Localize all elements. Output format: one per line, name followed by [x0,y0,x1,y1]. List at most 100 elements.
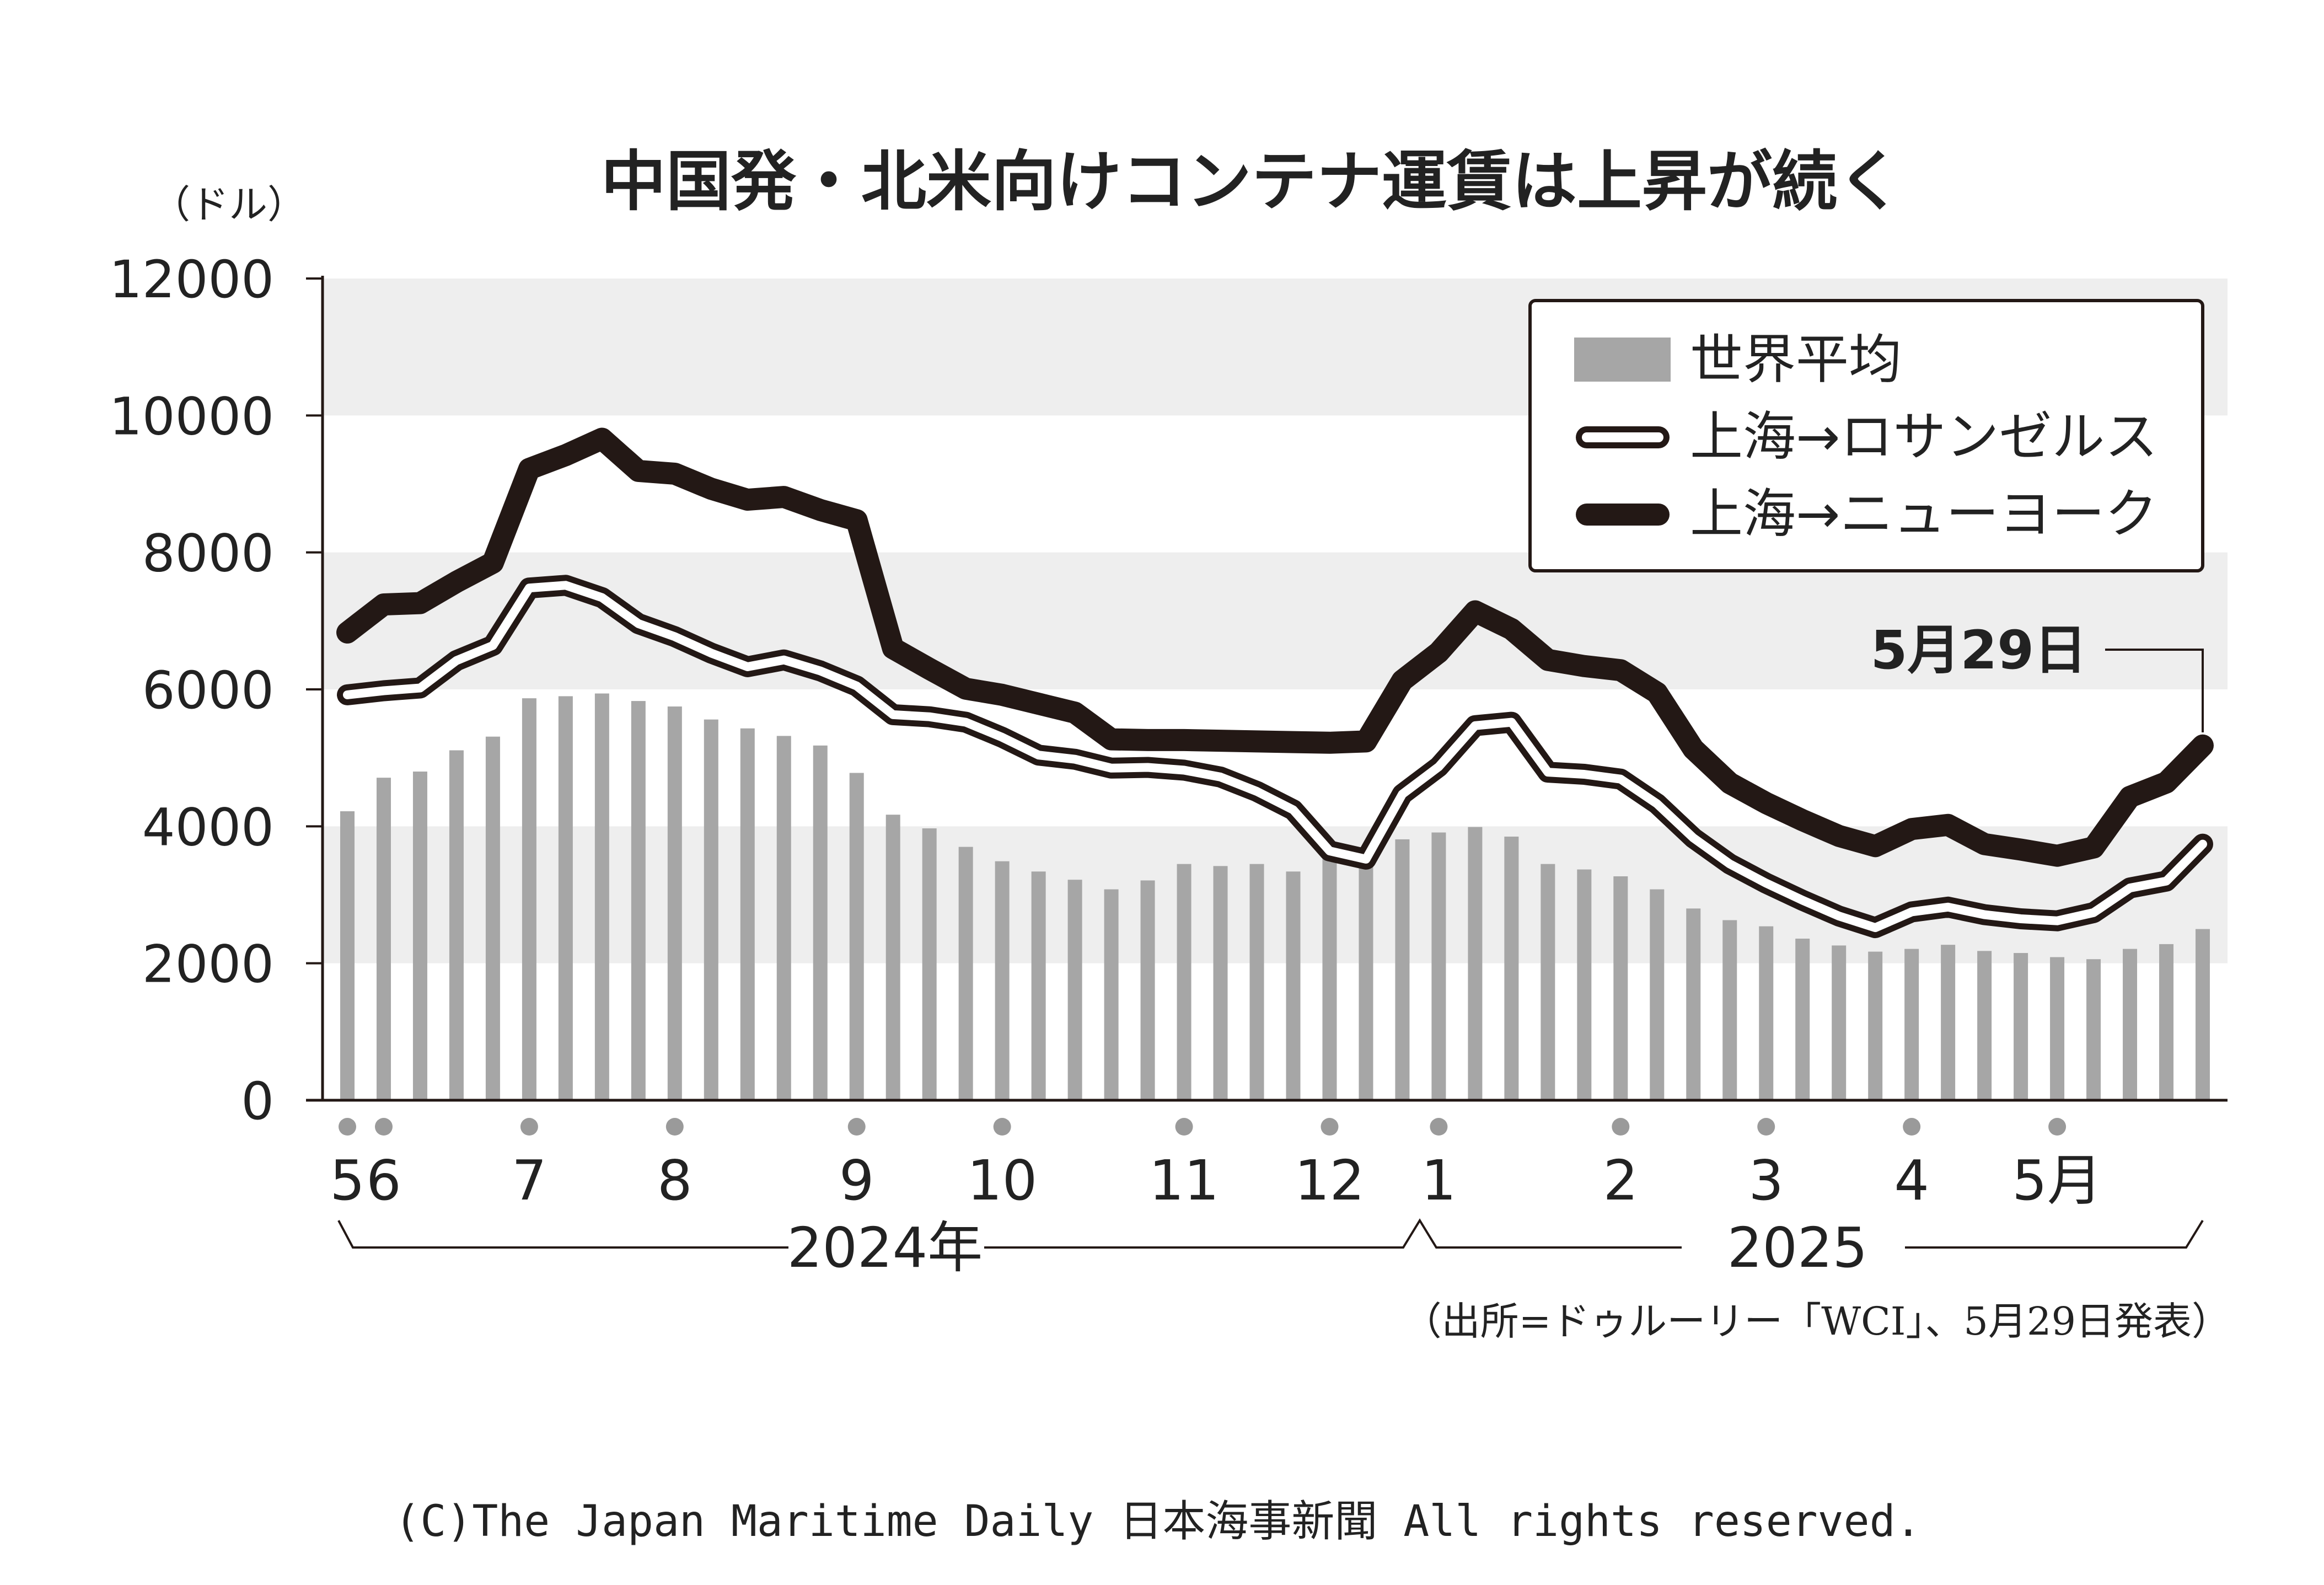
bar [1613,876,1628,1100]
bar [1359,860,1373,1100]
bar [1213,866,1228,1100]
bar [1140,880,1155,1100]
bar [594,693,609,1100]
bar [1759,926,1774,1100]
line-series [336,427,2214,939]
month-marker-dot [993,1118,1011,1136]
bar [922,828,937,1100]
bar [2196,929,2210,1100]
x-axis-month-labels: 5 6 7 8 9 10 11 12 1 2 3 4 5月 [330,1118,2102,1213]
bar [1722,920,1737,1100]
bar [1541,864,1555,1100]
bar [412,772,427,1100]
y-tick-label: 10000 [109,387,274,447]
month-marker-dot [374,1118,393,1136]
bar [1832,945,1847,1100]
legend-label-shanghai-ny: 上海→ニューヨーク [1690,483,2157,545]
y-axis-ticks: 0 2000 4000 6000 8000 10000 12000 [109,250,323,1132]
month-marker-dot [1175,1118,1193,1136]
month-marker-dot [1903,1118,1921,1136]
legend-label-world-average: 世界平均 [1690,329,1902,390]
month-label: 5 [330,1148,365,1213]
month-marker-dot [1757,1118,1775,1136]
bar [1941,945,1956,1100]
bar [522,698,536,1100]
bar [1177,864,1191,1100]
bar [449,750,464,1100]
bar [1286,871,1301,1100]
legend-label-shanghai-la: 上海→ロサンゼルス [1690,406,2157,468]
bar [813,745,828,1100]
bar [631,701,646,1100]
month-label: 9 [839,1148,874,1213]
bar [1904,949,1919,1100]
month-label: 5月 [2012,1148,2102,1213]
y-tick-label: 6000 [142,661,274,721]
line-shanghai-la-inner [343,581,2207,933]
year-label-2024: 2024年 [787,1215,983,1280]
y-tick-label: 0 [241,1072,274,1132]
year-brackets: 2024年 2025 [337,1215,2204,1280]
bar [376,778,391,1100]
annotation-leader-line [2105,649,2204,732]
month-label: 3 [1748,1148,1784,1213]
bar [1977,951,1992,1100]
month-label: 10 [967,1148,1037,1213]
month-marker-dot [520,1118,538,1136]
legend: 世界平均 上海→ロサンゼルス 上海→ニューヨーク [1528,299,2204,572]
bar [1067,880,1082,1100]
month-label: 2 [1603,1148,1639,1213]
bar [1031,871,1046,1100]
bar [958,847,973,1100]
y-tick-label: 12000 [109,250,274,310]
bar [340,811,355,1100]
bar [2159,944,2174,1100]
bar-series-world-average [340,693,2210,1100]
bar [1249,864,1264,1100]
line-shanghai-ny [336,427,2214,867]
year-label-2025: 2025 [1727,1215,1868,1280]
bar [849,773,864,1100]
bar [2050,957,2065,1100]
source-note: （出所=ドゥルーリー「WCI」、5月29日発表） [1403,1299,2230,1344]
bar [1504,836,1519,1100]
bar [1650,889,1665,1100]
chart-title: 中国発・北米向けコンテナ運賃は上昇が続く [601,143,1902,219]
bar [1431,832,1446,1100]
bar [1104,889,1119,1100]
bar [1322,858,1337,1100]
month-marker-dot [1321,1118,1339,1136]
y-unit-label: （ドル） [152,182,306,227]
month-label: 1 [1421,1148,1457,1213]
month-label: 7 [512,1148,547,1213]
bar [885,815,900,1100]
month-marker-dot [1612,1118,1630,1136]
bar [995,861,1010,1100]
month-label: 11 [1149,1148,1219,1213]
month-marker-dot [339,1118,356,1136]
bar [1686,908,1701,1100]
bar [1468,827,1483,1100]
legend-swatch-world-average [1574,338,1671,382]
y-tick-label: 2000 [142,935,274,995]
year-bracket-2025-right [1905,1219,2204,1249]
month-marker-dot [1430,1118,1448,1136]
y-tick-label: 8000 [142,524,274,584]
bar [558,696,573,1100]
bar [2086,959,2101,1100]
y-tick-label: 4000 [142,797,274,858]
bar [1795,938,1810,1100]
bar [2014,953,2028,1100]
month-label: 6 [366,1148,401,1213]
month-label: 4 [1894,1148,1929,1213]
bar [1868,951,1883,1100]
bar [2123,949,2138,1100]
month-label: 8 [657,1148,693,1213]
year-bracket-2024-left [337,1220,788,1249]
axes [306,276,2228,1102]
bar [704,719,718,1100]
bar [485,736,500,1100]
bar [1395,839,1410,1100]
legend-box [1528,299,2204,572]
